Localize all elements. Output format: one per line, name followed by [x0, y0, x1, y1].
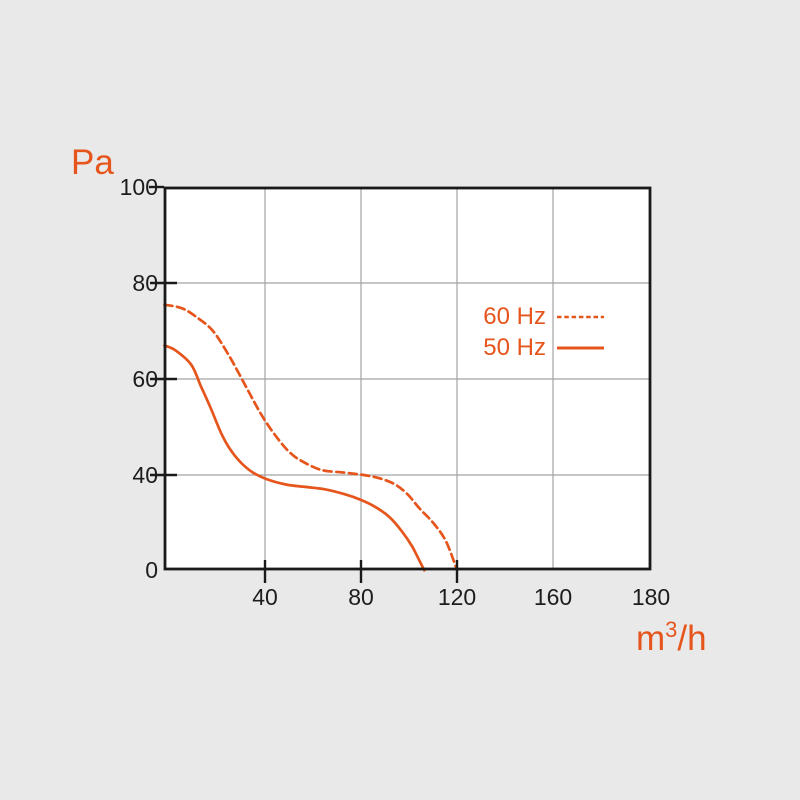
- x-axis-unit-base: m: [636, 619, 666, 658]
- chart-frame: [163, 186, 652, 571]
- curve-60hz: [163, 303, 459, 572]
- x-tick-label-160: 160: [533, 584, 573, 610]
- x-tick-label-180: 180: [631, 584, 671, 610]
- y-axis-unit-text: Pa: [71, 143, 114, 182]
- curve-50hz: [163, 344, 426, 572]
- x-tick-label-120: 120: [437, 584, 477, 610]
- x-tick-label-40: 40: [252, 584, 278, 610]
- y-tick-label-60: 60: [132, 366, 158, 392]
- legend-50hz-solid-line-sample: [557, 346, 604, 350]
- y-tick-label-80: 80: [132, 270, 158, 296]
- y-tick-label-40: 40: [132, 462, 158, 488]
- axis-tick-marks: [149, 185, 459, 583]
- x-axis-unit-rest: /h: [677, 619, 707, 658]
- y-axis-unit-label: Pa: [71, 145, 114, 180]
- curves-group: [163, 303, 459, 572]
- x-axis-unit-superscript: 3: [665, 617, 678, 642]
- legend-item-50hz: 50 Hz: [444, 333, 604, 363]
- x-tick-label-80: 80: [348, 584, 374, 610]
- x-axis-unit-label: m3/h: [636, 619, 707, 658]
- legend-60hz-dashed-line-sample: [557, 315, 604, 319]
- legend-60hz-label: 60 Hz: [483, 303, 546, 330]
- y-tick-label-100: 100: [119, 174, 158, 200]
- legend: 60 Hz 50 Hz: [444, 302, 604, 363]
- grid-lines: [166, 189, 649, 568]
- legend-50hz-label: 50 Hz: [483, 334, 546, 361]
- y-tick-label-0: 0: [145, 557, 158, 583]
- legend-item-60hz: 60 Hz: [444, 302, 604, 332]
